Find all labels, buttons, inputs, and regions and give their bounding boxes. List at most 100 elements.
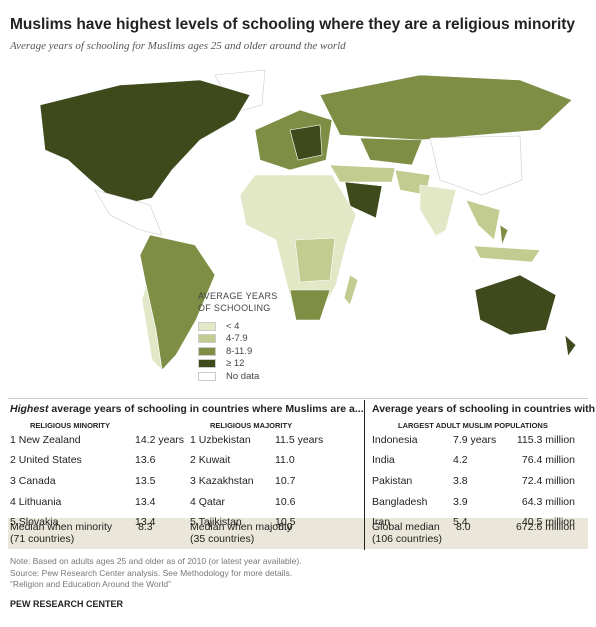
source: PEW RESEARCH CENTER xyxy=(10,599,124,609)
table-cell: 3.9 xyxy=(453,496,468,508)
table-cell: 3 Kazakhstan xyxy=(190,475,254,487)
table-cell: 115.3 million xyxy=(516,434,575,446)
table-cell: India xyxy=(372,454,395,466)
table-cell: 4.2 xyxy=(453,454,468,466)
table-cell: 6.0 xyxy=(278,521,293,533)
table-cell: 4 Lithuania xyxy=(10,496,62,508)
arabia xyxy=(344,181,383,219)
legend-item: 8-11.9 xyxy=(198,345,288,358)
table-cell: Indonesia xyxy=(372,434,418,446)
note-line: Source: Pew Research Center analysis. Se… xyxy=(10,567,293,578)
legend-swatch xyxy=(198,346,216,356)
legend-item: < 4 xyxy=(198,320,288,333)
table-cell: 14.2 years xyxy=(135,434,185,446)
table-cell: 64.3 million xyxy=(521,496,575,508)
philippines xyxy=(499,224,509,246)
legend-label: < 4 xyxy=(226,320,240,332)
median-row-background xyxy=(8,518,588,549)
table-cell: 10.7 xyxy=(275,475,296,487)
legend-swatch xyxy=(198,321,216,331)
legend-label: 8-11.9 xyxy=(226,345,253,357)
table-cell: 5.4 xyxy=(453,516,468,528)
south-america xyxy=(139,234,216,371)
table-cell: 2 United States xyxy=(10,454,82,466)
legend-item: 4-7.9 xyxy=(198,333,288,346)
table-cell: 5 Slovakia xyxy=(10,516,59,528)
table-cell: 11.5 years xyxy=(275,434,324,446)
table-cell: Median when majority xyxy=(190,521,293,533)
table-cell: 3.8 xyxy=(453,475,468,487)
table-cell: RELIGIOUS MAJORITY xyxy=(210,421,293,430)
notes: Note: Based on adults ages 25 and older … xyxy=(10,556,302,591)
madagascar xyxy=(343,274,359,306)
indonesia xyxy=(473,245,541,263)
table-cell: 13.4 xyxy=(135,496,156,508)
table-cell: (35 countries) xyxy=(190,533,255,545)
table-cell: 3 Canada xyxy=(10,475,56,487)
legend-item: No data xyxy=(198,370,288,383)
table-cell: 11.0 xyxy=(275,454,295,466)
table-cell: (71 countries) xyxy=(10,533,75,545)
table-cell: 40.5 million xyxy=(521,516,575,528)
table-cell: 8.0 xyxy=(456,521,471,533)
india xyxy=(419,184,457,237)
table-cell: Global median xyxy=(372,521,440,533)
legend-title: AVERAGE YEARS OF SCHOOLING xyxy=(198,291,278,313)
table-cell: 8.3 xyxy=(138,521,153,533)
china xyxy=(429,135,523,196)
table-cell: 5 Tajikistan xyxy=(190,516,242,528)
table-cell: 13.4 xyxy=(135,516,156,528)
note-line: Note: Based on adults ages 25 and older … xyxy=(10,556,302,566)
kazakhstan xyxy=(359,137,423,166)
russia xyxy=(319,74,573,141)
divider xyxy=(364,400,365,550)
central-africa xyxy=(294,237,336,283)
south-africa xyxy=(289,289,331,321)
table-cell: Median when minority xyxy=(10,521,113,533)
table-cell: (106 countries) xyxy=(372,533,443,545)
legend-label: 4-7.9 xyxy=(226,333,248,345)
left-table-title: Highest average years of schooling in co… xyxy=(10,403,364,415)
title: Muslims have highest levels of schooling… xyxy=(10,16,576,33)
title-emphasis: Highest xyxy=(10,403,49,415)
table-cell: 76.4 million xyxy=(521,454,575,466)
table-cell: 10.6 xyxy=(275,496,296,508)
legend-swatch xyxy=(198,359,216,369)
table-cell: 72.4 million xyxy=(521,475,575,487)
subtitle: Average years of schooling for Muslims a… xyxy=(10,40,346,52)
north-america xyxy=(39,79,251,206)
central-america xyxy=(94,189,163,236)
title-rest: average years of schooling in countries … xyxy=(48,403,364,415)
table-cell: Average years of schooling in countries … xyxy=(372,403,596,415)
note-line: “Religion and Education Around the World… xyxy=(10,579,171,589)
legend-label: No data xyxy=(226,370,260,382)
world-map xyxy=(39,69,577,371)
table-cell: 13.6 xyxy=(135,454,156,466)
middle-east xyxy=(329,164,396,183)
rule xyxy=(8,398,588,399)
chile xyxy=(141,284,163,371)
table-cell: 1 Uzbekistan xyxy=(190,434,251,446)
australia xyxy=(474,274,557,336)
table-cell: 672.6 million xyxy=(516,521,575,533)
table-cell: LARGEST ADULT MUSLIM POPULATIONS xyxy=(398,421,548,430)
legend-swatch xyxy=(198,334,216,344)
legend: AVERAGE YEARS OF SCHOOLING < 4 4-7.9 8-11.… xyxy=(198,290,288,383)
table-cell: 2 Kuwait xyxy=(190,454,231,466)
table-cell: 4 Qatar xyxy=(190,496,226,508)
table-cell: Bangladesh xyxy=(372,496,428,508)
legend-items: < 4 4-7.9 8-11.9 ≥ 12 No data xyxy=(198,320,288,383)
table-cell: Iran xyxy=(372,516,391,528)
table-cell: 7.9 years xyxy=(453,434,497,446)
table-cell: 10.5 xyxy=(275,516,296,528)
table-cell: RELIGIOUS MINORITY xyxy=(30,421,111,430)
europe-east xyxy=(289,124,323,161)
table-cell: Pakistan xyxy=(372,475,413,487)
table-cell: 1 New Zealand xyxy=(10,434,81,446)
legend-label: ≥ 12 xyxy=(226,358,245,370)
legend-item: ≥ 12 xyxy=(198,358,288,371)
new-zealand xyxy=(564,334,577,357)
table-cell: 13.5 xyxy=(135,475,156,487)
tables: Highest average years of schooling in co… xyxy=(10,403,596,545)
